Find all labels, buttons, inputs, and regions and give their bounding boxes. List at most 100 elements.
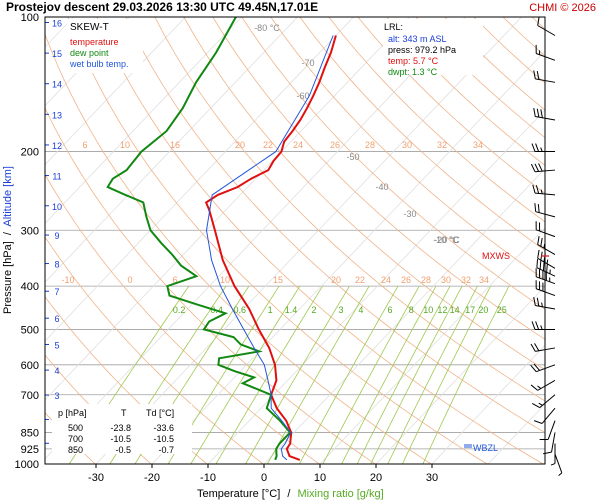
dry-adiabat-label: 32	[437, 140, 447, 150]
dry-adiabat-line	[444, 17, 545, 111]
dry-adiabat-label: 32	[461, 275, 471, 285]
wind-barb-feather	[537, 249, 540, 259]
wind-barb-feather	[543, 451, 552, 455]
wind-barb-half-feather	[540, 325, 543, 330]
wind-barb-half-feather	[550, 463, 556, 466]
lrl-altitude: alt: 343 m ASL	[388, 34, 447, 44]
dry-adiabat-label: 22	[263, 140, 273, 150]
altitude-tick-label: 8	[54, 260, 59, 270]
x-axis-title: Temperature [°C] / Mixing ratio [g/kg]	[197, 488, 384, 500]
wind-barb	[530, 363, 556, 373]
isotherm-line	[45, 17, 410, 401]
wind-barb-feather	[534, 203, 537, 212]
legend-item-wetbulb: wet bulb temp.	[69, 59, 129, 69]
dry-adiabat-label: 34	[479, 275, 489, 285]
y-tick-label: 600	[21, 360, 39, 372]
dry-adiabat-label: 26	[330, 140, 340, 150]
dry-adiabat-label: 30	[441, 275, 451, 285]
table-row-500-p: 500	[68, 423, 83, 433]
x-tick-label: -20	[144, 472, 160, 484]
wind-barb	[535, 268, 556, 285]
dry-adiabat-line	[502, 17, 545, 57]
wind-barb-staff	[537, 244, 556, 256]
wind-barb-staff	[551, 432, 556, 453]
wind-barbs	[530, 16, 563, 476]
dry-adiabat-line	[270, 17, 545, 281]
isotherm-label: -20 °C	[434, 235, 460, 245]
chart-title: Prostejov descent 29.03.2026 13:30 UTC 4…	[6, 0, 318, 14]
table-row-850-td: -0.7	[158, 445, 174, 455]
wind-barb-feather	[546, 263, 548, 273]
wind-barb-staff	[537, 379, 556, 391]
table-row-850-p: 850	[68, 445, 83, 455]
wind-barb-feather	[542, 262, 545, 271]
wind-barb-staff	[539, 394, 556, 408]
wind-barb	[531, 394, 556, 409]
wind-barb	[537, 236, 556, 256]
altitude-tick-label: 5	[54, 340, 59, 350]
altitude-tick-label: 10	[52, 202, 62, 212]
dry-adiabat-label: 24	[381, 275, 391, 285]
wind-barb	[550, 443, 556, 466]
wind-barb	[535, 44, 556, 61]
wind-barb-staff	[537, 25, 556, 36]
dry-adiabat-line	[45, 33, 432, 464]
dry-adiabat-label: 26	[401, 275, 411, 285]
table-header-p: p [hPa]	[58, 408, 87, 418]
y-axis-title-separator: /	[2, 231, 14, 235]
mixing-ratio-label: 8	[409, 305, 414, 315]
wind-barb-feather	[530, 364, 537, 372]
mixing-ratio-line	[190, 285, 301, 464]
wind-barb-half-feather	[558, 472, 563, 476]
lrl-temperature: temp: 5.7 °C	[388, 56, 439, 66]
wind-barb-half-feather	[541, 302, 543, 307]
mixing-ratio-line	[215, 285, 323, 464]
wind-barb-feather	[535, 143, 540, 152]
isotherm-line	[431, 344, 545, 464]
wind-barb-feather	[530, 343, 536, 352]
dry-adiabat-label: 10	[120, 140, 130, 150]
legend-item-dewpoint: dew point	[70, 48, 109, 58]
wind-barb-feather	[533, 297, 536, 306]
wind-barb-feather	[536, 297, 540, 307]
wind-barb	[530, 379, 556, 391]
mixing-ratio-label: 1.4	[285, 305, 298, 315]
isotherm-label: -80 °C	[254, 23, 280, 33]
wind-barb	[531, 143, 555, 153]
y-tick-label: 400	[21, 281, 39, 293]
isotherm-line	[45, 17, 354, 342]
mixing-ratio-line	[422, 285, 510, 464]
dry-adiabat-line	[357, 17, 545, 194]
dry-adiabat-line	[212, 17, 545, 340]
altitude-tick-label: 9	[54, 231, 59, 241]
wind-barb-feather	[537, 204, 540, 213]
altitude-tick-label: 16	[52, 18, 62, 28]
dry-adiabat-label: 20	[235, 140, 245, 150]
x-tick-label: 30	[426, 472, 438, 484]
series-temperature	[204, 35, 337, 461]
isotherm-label: -70	[301, 58, 314, 68]
mixing-ratio-line	[387, 285, 478, 464]
dry-adiabat-label: 28	[421, 275, 431, 285]
table-row-700-t: -10.5	[110, 434, 131, 444]
wbzl-label: WBZL	[473, 443, 498, 453]
wind-barb-half-feather	[546, 259, 549, 264]
lrl-title: LRL:	[384, 22, 403, 32]
x-tick-label: 0	[261, 472, 267, 484]
isotherm-label: -40	[375, 182, 388, 192]
wind-barb-feather	[535, 185, 540, 194]
table-row-500-t: -23.8	[110, 423, 131, 433]
dry-adiabat-line	[154, 17, 545, 402]
legend-box	[67, 19, 143, 73]
altitude-tick-label: 14	[52, 80, 62, 90]
altitude-tick-label: 15	[52, 49, 62, 59]
wind-barb-feather	[531, 143, 536, 152]
x-axis-title-mixing: Mixing ratio [g/kg]	[297, 488, 383, 500]
isotherm-line	[375, 285, 545, 464]
dry-adiabat-line	[67, 17, 488, 464]
altitude-tick-label: 4	[54, 366, 59, 376]
y-tick-label: 500	[21, 324, 39, 336]
dry-adiabat-line	[241, 17, 545, 310]
